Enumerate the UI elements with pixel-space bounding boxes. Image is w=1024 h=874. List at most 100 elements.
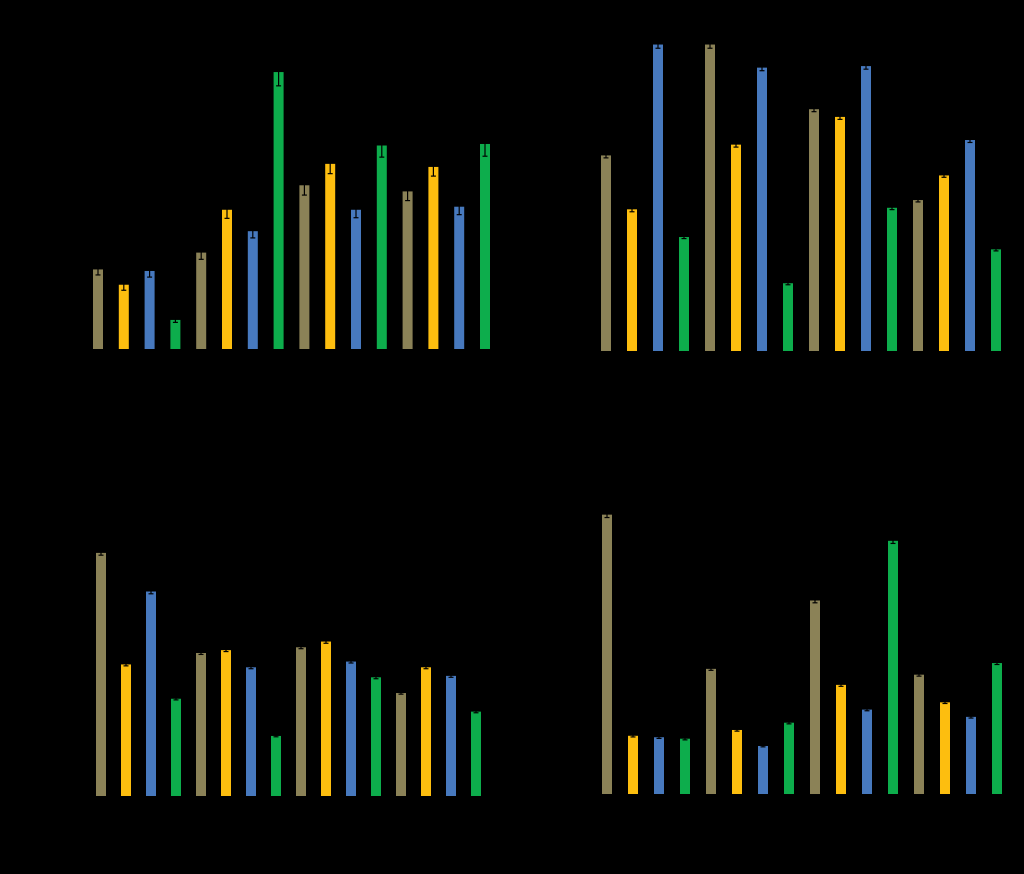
bar [940,702,950,795]
bar [965,140,975,351]
error-bar [482,131,488,157]
error-bar [993,247,999,252]
error-bar [373,675,379,680]
panel-top-right [601,40,1001,351]
error-bar [448,673,454,678]
bar [273,72,284,349]
bar [376,145,387,349]
bar [471,711,481,796]
bar [783,283,793,351]
bar [705,44,715,351]
bar [371,677,381,796]
error-bar [248,665,254,670]
bar [784,722,794,795]
bar [601,155,611,351]
error-bar [863,62,869,70]
error-bar [915,197,921,203]
error-bar [323,639,329,644]
error-bar [785,281,791,286]
error-bar [423,665,429,670]
error-bar [121,278,127,291]
bar [706,668,716,794]
error-bar [98,550,104,556]
bar [144,270,155,349]
error-bar [890,537,896,545]
error-bar [456,198,462,216]
bar [321,641,331,796]
bar [836,684,846,795]
bar [680,738,690,794]
bar [913,200,923,351]
error-bar [223,648,229,653]
bar [96,552,106,796]
error-bar [327,153,333,175]
bar [402,191,413,349]
error-bar [250,223,256,239]
bar [757,67,767,351]
bar [428,166,439,349]
bar [835,116,845,351]
error-bar [967,136,973,144]
error-bar [942,700,948,705]
bar [480,143,490,349]
error-bar [941,172,947,178]
bar [809,109,819,351]
error-bar [734,728,740,732]
error-bar [655,40,661,49]
error-bar [786,720,792,725]
bar [246,667,256,796]
error-bar [916,672,922,677]
bar [653,44,663,351]
bar [222,209,232,349]
bar [732,729,742,794]
bar [296,647,306,796]
bar [446,675,456,796]
bar [325,163,336,349]
bar [991,249,1001,351]
error-bar [733,141,739,148]
error-bar [812,597,818,604]
error-bar [604,511,610,519]
error-bar [889,205,895,211]
bar [758,745,768,795]
error-bar [837,113,843,120]
bar [171,698,181,796]
error-bar [147,264,153,278]
bar [93,269,103,349]
error-bar [173,697,179,701]
bar [170,319,181,349]
bar [271,735,281,796]
error-bar [348,659,354,664]
error-bar [630,734,636,738]
bar [602,514,612,794]
bar [810,600,820,795]
error-bar [838,682,844,687]
error-bar [398,691,404,695]
bar [888,540,898,794]
error-bar [681,234,687,240]
error-bar [148,588,154,595]
error-bar [629,206,635,213]
error-bar [123,662,129,667]
error-bar [353,201,359,219]
error-bar [760,744,766,748]
bar [221,650,231,796]
bar [396,693,406,796]
bar [454,206,465,349]
error-bar [95,263,101,276]
bar [346,661,356,796]
bar [196,653,206,796]
bar [914,674,924,794]
bar [351,209,361,349]
error-bar [298,645,304,650]
bar [421,667,431,796]
error-bar [379,133,385,158]
panel-bottom-left [96,550,481,796]
error-bar [707,40,713,49]
bar [654,737,664,794]
error-bar [430,157,436,177]
error-bar [708,666,714,671]
error-bar [656,735,662,740]
